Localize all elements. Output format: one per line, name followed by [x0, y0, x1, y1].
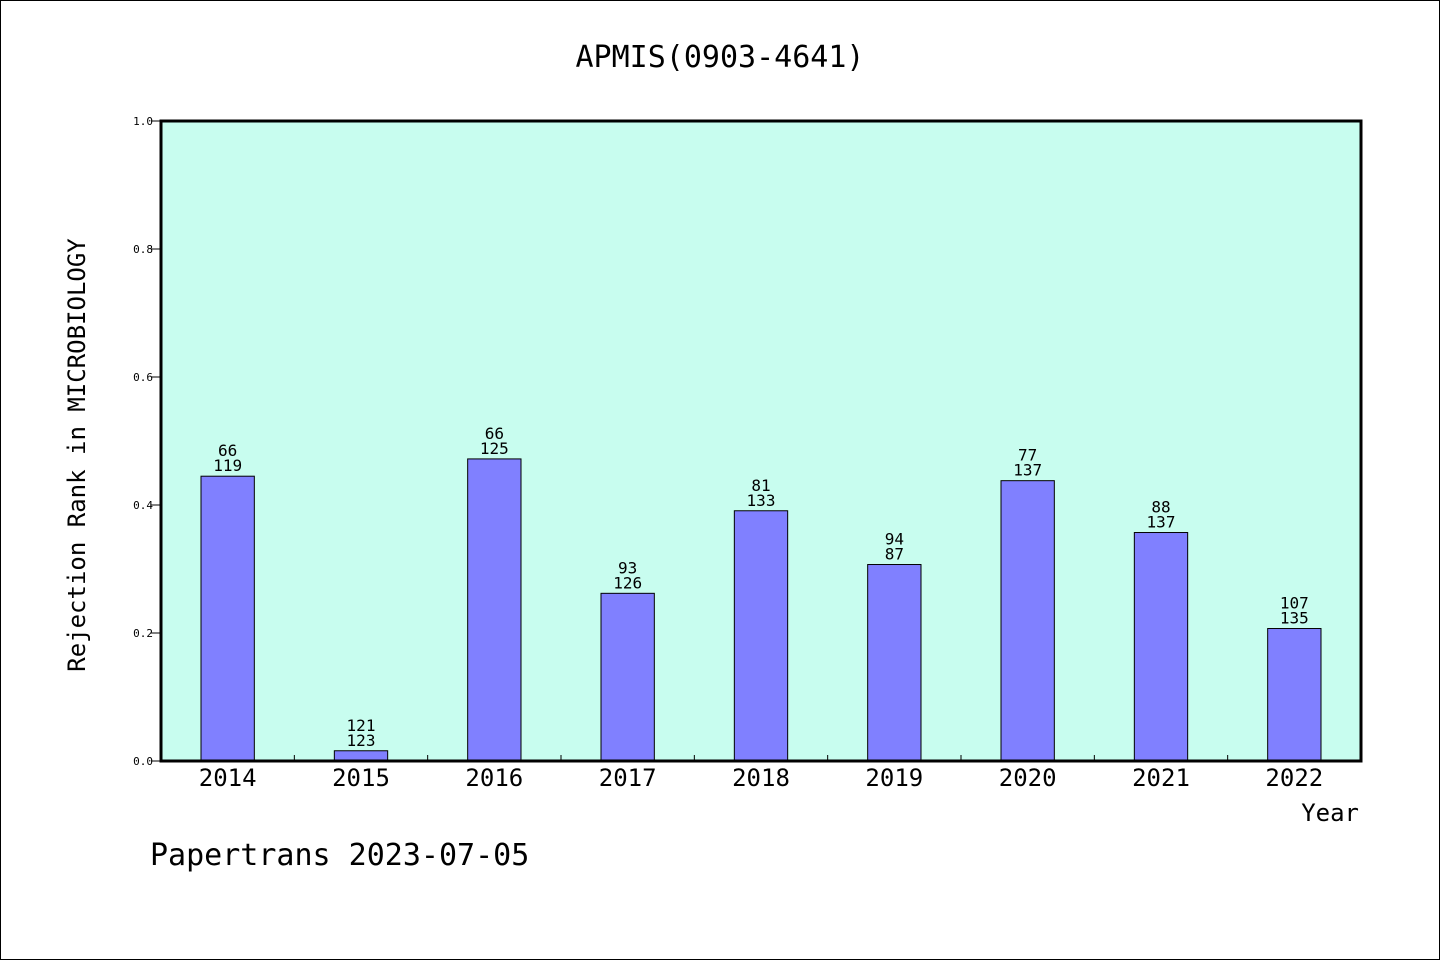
- bar: [334, 751, 387, 761]
- x-tick-label: 2020: [999, 764, 1057, 792]
- x-tick-label: 2021: [1132, 764, 1190, 792]
- y-tick-label: 0.2: [133, 627, 153, 640]
- y-tick-label: 0.0: [133, 755, 153, 768]
- x-tick-label: 2015: [332, 764, 390, 792]
- x-tick-label: 2016: [465, 764, 523, 792]
- bar: [601, 593, 654, 761]
- bar-label-bottom: 125: [480, 439, 509, 458]
- y-tick-label: 0.8: [133, 243, 153, 256]
- bar-label-bottom: 133: [747, 491, 776, 510]
- bar: [468, 459, 521, 761]
- x-tick-label: 2018: [732, 764, 790, 792]
- x-tick-label: 2017: [599, 764, 657, 792]
- footer-credit: Papertrans 2023-07-05: [150, 838, 529, 873]
- y-tick-label: 1.0: [133, 115, 153, 128]
- bar-label-bottom: 135: [1280, 609, 1309, 628]
- bar-label-bottom: 87: [885, 545, 904, 564]
- x-tick-label: 2014: [199, 764, 257, 792]
- bar-label-bottom: 126: [613, 573, 642, 592]
- y-tick-label: 0.6: [133, 371, 153, 384]
- bar: [868, 565, 921, 761]
- bar-label-bottom: 123: [347, 731, 376, 750]
- bar-label-bottom: 119: [213, 456, 242, 475]
- x-tick-label: 2022: [1265, 764, 1323, 792]
- x-tick-label: 2019: [865, 764, 923, 792]
- x-axis-label: Year: [1301, 799, 1359, 827]
- bar-label-bottom: 137: [1013, 461, 1042, 480]
- y-axis-label: Rejection Rank in MICROBIOLOGY: [63, 238, 91, 672]
- bar: [734, 511, 787, 761]
- bar-label-bottom: 137: [1147, 513, 1176, 532]
- chart-title: APMIS(0903-4641): [576, 40, 865, 75]
- bar: [201, 476, 254, 761]
- bar: [1134, 533, 1187, 761]
- bar: [1001, 481, 1054, 761]
- bar: [1268, 629, 1321, 761]
- y-tick-label: 0.4: [133, 499, 153, 512]
